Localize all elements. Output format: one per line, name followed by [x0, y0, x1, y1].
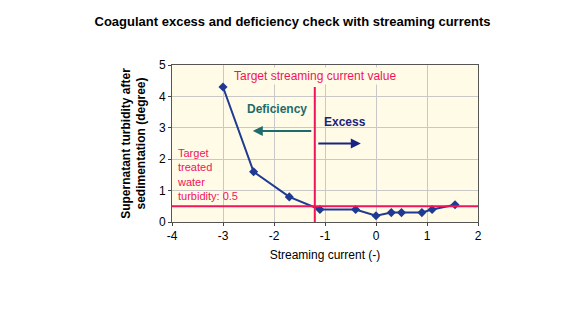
svg-text:Streaming current (-): Streaming current (-) — [270, 248, 381, 262]
svg-text:-4: -4 — [167, 229, 178, 243]
svg-text:0: 0 — [373, 229, 380, 243]
svg-text:Supernatant turbidity aftersed: Supernatant turbidity aftersedimentation… — [119, 68, 149, 219]
svg-text:2: 2 — [159, 152, 166, 166]
svg-text:2: 2 — [475, 229, 482, 243]
svg-text:3: 3 — [159, 121, 166, 135]
svg-text:Deficiency: Deficiency — [247, 102, 307, 116]
svg-text:5: 5 — [159, 58, 166, 72]
svg-text:-3: -3 — [218, 229, 229, 243]
svg-text:1: 1 — [159, 184, 166, 198]
svg-text:Target streaming current value: Target streaming current value — [234, 69, 396, 83]
svg-text:4: 4 — [159, 90, 166, 104]
svg-text:Coagulant excess and deficienc: Coagulant excess and deficiency check wi… — [95, 14, 491, 29]
svg-text:1: 1 — [424, 229, 431, 243]
svg-text:Excess: Excess — [324, 115, 366, 129]
svg-text:0: 0 — [159, 215, 166, 229]
svg-text:Targettreatedwaterturbidity: 0: Targettreatedwaterturbidity: 0.5 — [177, 147, 238, 202]
svg-text:-2: -2 — [269, 229, 280, 243]
svg-text:-1: -1 — [320, 229, 331, 243]
